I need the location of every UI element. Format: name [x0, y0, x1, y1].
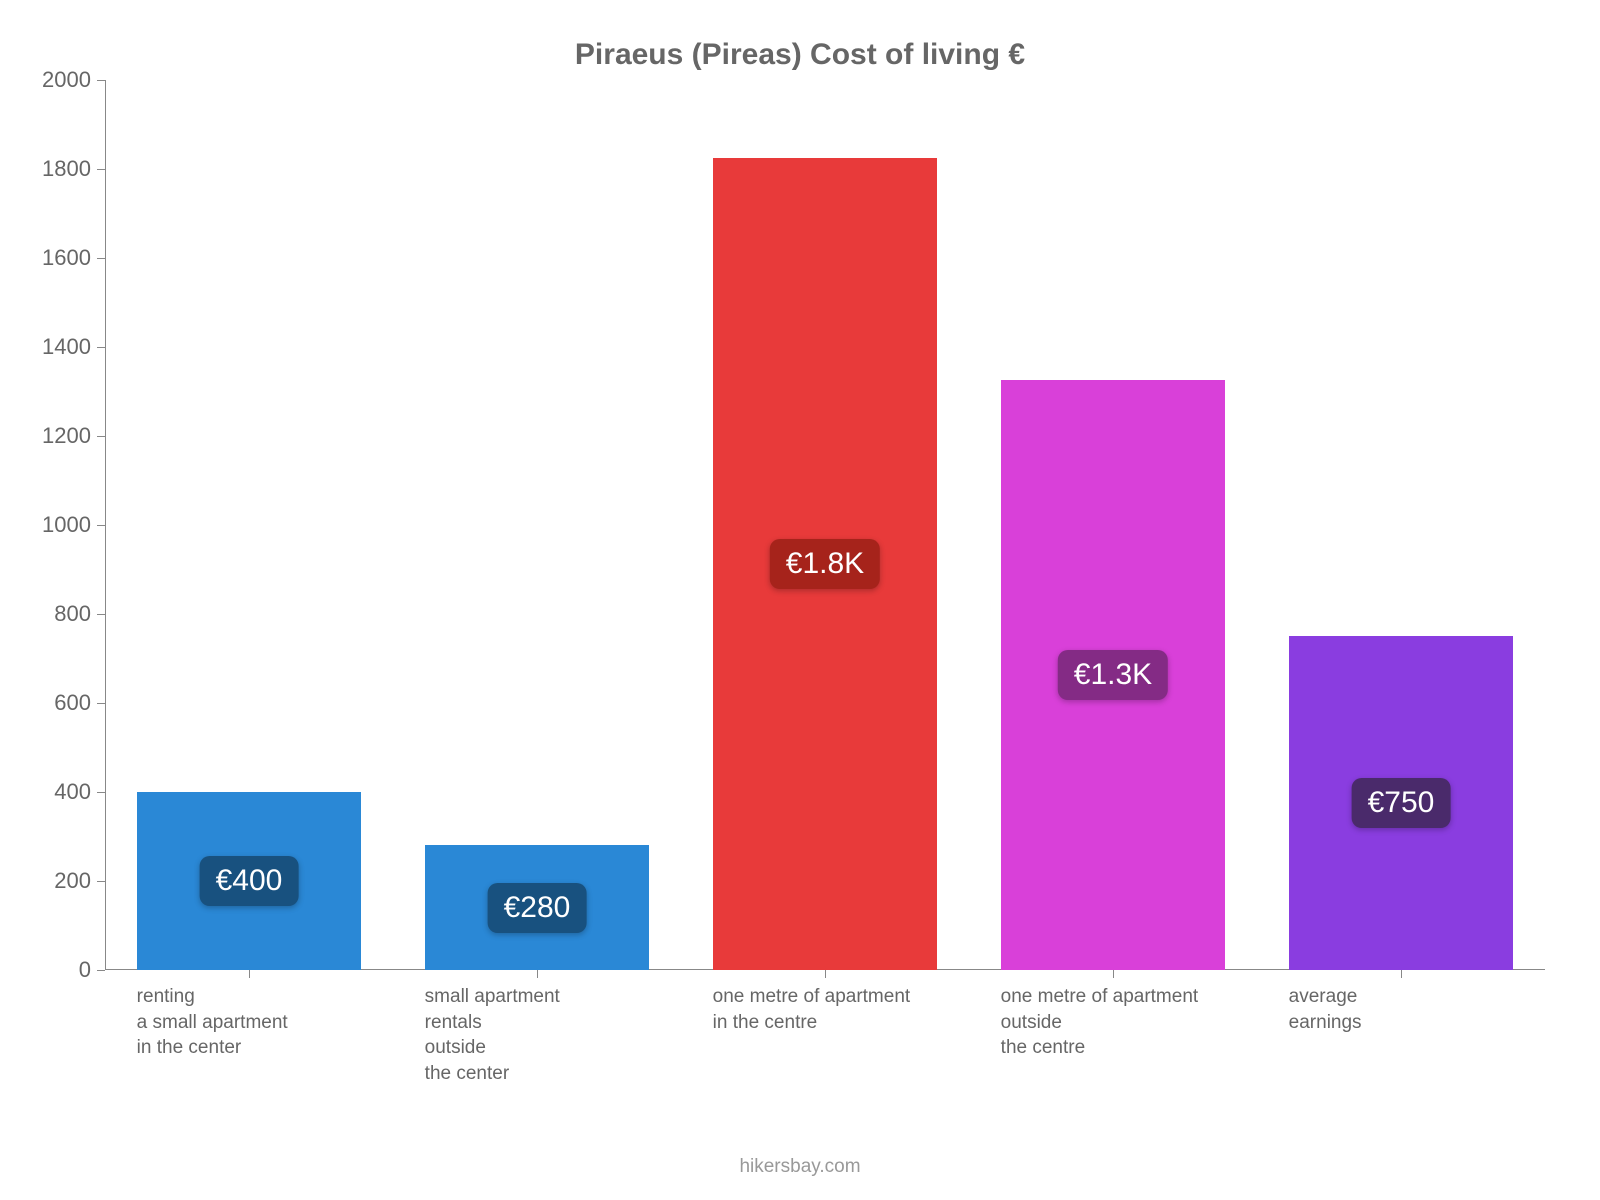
y-tick — [97, 169, 105, 170]
x-tick — [1113, 970, 1114, 978]
y-tick-label: 1200 — [42, 423, 91, 449]
y-axis — [105, 80, 106, 970]
y-tick — [97, 258, 105, 259]
y-tick-label: 1400 — [42, 334, 91, 360]
y-tick-label: 1000 — [42, 512, 91, 538]
y-tick — [97, 80, 105, 81]
y-tick-label: 1800 — [42, 156, 91, 182]
y-tick-label: 1600 — [42, 245, 91, 271]
y-tick — [97, 614, 105, 615]
y-tick-label: 600 — [54, 690, 91, 716]
y-tick-label: 200 — [54, 868, 91, 894]
x-tick — [1401, 970, 1402, 978]
chart-container: Piraeus (Pireas) Cost of living € 020040… — [0, 0, 1600, 1200]
x-tick — [825, 970, 826, 978]
value-badge: €280 — [488, 883, 587, 933]
y-tick-label: 0 — [79, 957, 91, 983]
x-tick — [537, 970, 538, 978]
y-tick — [97, 881, 105, 882]
y-tick — [97, 525, 105, 526]
y-tick-label: 2000 — [42, 67, 91, 93]
chart-title: Piraeus (Pireas) Cost of living € — [40, 38, 1560, 72]
y-tick — [97, 436, 105, 437]
y-tick — [97, 970, 105, 971]
x-tick-label: small apartment rentals outside the cent… — [425, 984, 685, 1087]
x-tick-label: one metre of apartment in the centre — [713, 984, 973, 1035]
x-tick-label: renting a small apartment in the center — [137, 984, 397, 1061]
y-tick — [97, 703, 105, 704]
value-badge: €750 — [1352, 778, 1451, 828]
y-tick — [97, 347, 105, 348]
plot-area: 0200400600800100012001400160018002000ren… — [105, 80, 1545, 970]
attribution: hikersbay.com — [0, 1156, 1600, 1178]
x-tick-label: average earnings — [1289, 984, 1549, 1035]
x-tick-label: one metre of apartment outside the centr… — [1001, 984, 1261, 1061]
y-tick — [97, 792, 105, 793]
value-badge: €400 — [200, 856, 299, 906]
value-badge: €1.8K — [770, 539, 880, 589]
y-tick-label: 400 — [54, 779, 91, 805]
y-tick-label: 800 — [54, 601, 91, 627]
x-tick — [249, 970, 250, 978]
value-badge: €1.3K — [1058, 650, 1168, 700]
